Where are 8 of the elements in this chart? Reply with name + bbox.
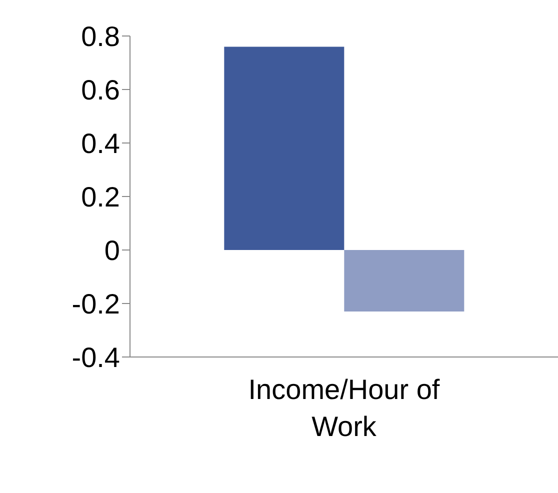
y-tick-label: 0.4	[81, 128, 120, 159]
y-tick-label: 0.6	[81, 74, 120, 106]
y-tick-label: 0	[104, 234, 120, 266]
y-tick-label: -0.2	[72, 288, 120, 320]
y-tick-label: 0.2	[81, 181, 120, 212]
y-tick-label: -0.4	[72, 342, 120, 373]
x-tick-label: Income/Hour of Work	[248, 374, 440, 442]
y-tick-label: 0.8	[81, 20, 120, 52]
